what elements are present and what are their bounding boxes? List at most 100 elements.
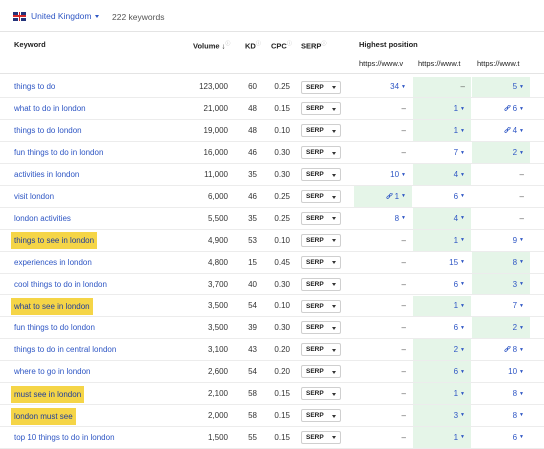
keyword-link[interactable]: cool things to do in london [14,279,107,289]
table-row: what to do in london 21,000 48 0.15 SERP –1 ▼ 6… [0,98,544,121]
position-cell[interactable]: 7 ▼ [472,296,530,317]
position-cell[interactable]: 9 ▼ [472,230,530,251]
position-cell[interactable]: 1 ▼ [354,186,412,207]
keyword-link[interactable]: where to go in london [14,367,91,377]
serp-button[interactable]: SERP [301,255,341,269]
serp-button[interactable]: SERP [301,343,341,357]
position-cell[interactable]: 6 ▼ [413,317,471,338]
keyword-link[interactable]: london activities [14,213,71,223]
position-cell[interactable]: 15 ▼ [413,252,471,273]
url-column-header[interactable]: https://www.t [418,59,461,68]
serp-button[interactable]: SERP [301,80,341,94]
keyword-link[interactable]: visit london [14,191,55,201]
position-cell[interactable]: 6 ▼ [413,186,471,207]
caret-down-icon: ▼ [401,215,406,222]
caret-down-icon [332,436,336,440]
keyword-link[interactable]: things to do [14,82,56,92]
keyword-link[interactable]: activities in london [14,170,80,180]
position-cell[interactable]: 6 ▼ [472,98,530,119]
position-value: – [401,148,406,158]
position-cell[interactable]: 2 ▼ [472,142,530,164]
column-header-highest-position: Highest position [359,40,418,49]
position-cell[interactable]: 2 ▼ [413,339,471,361]
keyword-link[interactable]: top 10 things to do in london [14,432,115,442]
header-divider [0,73,544,74]
column-header-cpc[interactable]: CPCⓘ [271,41,292,51]
serp-label: SERP [306,105,324,113]
position-cell[interactable]: 1 ▼ [413,383,471,404]
position-cell[interactable]: 1 ▼ [413,98,471,120]
position-value: – [401,301,406,311]
url-column-header[interactable]: https://www.v [359,59,404,68]
position-cell[interactable]: 7 ▼ [413,142,471,163]
column-header-kd[interactable]: KDⓘ [245,41,261,51]
position-cell[interactable]: 4 ▼ [472,120,530,141]
serp-label: SERP [306,258,324,266]
serp-button[interactable]: SERP [301,321,341,335]
keyword-link[interactable]: what to see in london [11,298,93,315]
serp-button[interactable]: SERP [301,146,341,160]
position-cell[interactable]: 1 ▼ [413,426,471,448]
position-cell[interactable]: 8 ▼ [472,251,530,273]
position-cell[interactable]: 34 ▼ [354,77,412,98]
keyword-link[interactable]: must see in london [11,385,85,403]
serp-button[interactable]: SERP [301,124,341,138]
position-cell[interactable]: 1 ▼ [413,229,471,251]
position-cell[interactable]: 4 ▼ [413,207,471,229]
caret-down-icon [332,370,336,374]
serp-button[interactable]: SERP [301,277,341,291]
serp-button[interactable]: SERP [301,102,341,116]
position-cell[interactable]: 6 ▼ [472,427,530,448]
column-header-keyword[interactable]: Keyword [14,40,46,49]
caret-down-icon: ▼ [460,346,465,353]
position-cell[interactable]: 10 ▼ [472,361,530,382]
keyword-link[interactable]: london must see [11,407,76,425]
position-cell[interactable]: 8 ▼ [472,383,530,404]
caret-down-icon [332,86,336,89]
position-cell[interactable]: 8 ▼ [354,208,412,229]
position-cell[interactable]: 1 ▼ [413,295,471,317]
position-cell[interactable]: 4 ▼ [413,164,471,185]
serp-button[interactable]: SERP [301,168,341,182]
position-cell[interactable]: 6 ▼ [413,361,471,383]
position-cell[interactable]: 10 ▼ [354,164,412,185]
keyword-link[interactable]: what to do in london [14,104,86,114]
position-cell[interactable]: 6 ▼ [413,274,471,295]
serp-button[interactable]: SERP [301,190,341,203]
serp-button[interactable]: SERP [301,430,341,444]
kd-value: 46 [248,148,257,158]
serp-button[interactable]: SERP [301,233,341,247]
table-row: top 10 things to do in london 1,500 55 0.15… [0,426,544,449]
position-cell[interactable]: 8 ▼ [472,339,530,360]
serp-button[interactable]: SERP [301,365,341,379]
keyword-link[interactable]: experiences in london [14,257,92,267]
table-row: things to do in central london 3,100 43 0.2… [0,339,544,362]
kd-value: 58 [248,389,257,399]
position-cell[interactable]: 8 ▼ [472,405,530,426]
position-cell[interactable]: 5 ▼ [472,76,530,98]
column-header-volume[interactable]: Volume ↓ⓘ [193,41,231,51]
serp-button[interactable]: SERP [301,387,341,401]
column-header-serp[interactable]: SERPⓘ [301,41,327,51]
caret-down-icon: ▼ [460,281,465,288]
caret-down-icon: ▼ [401,83,406,90]
serp-button[interactable]: SERP [301,409,341,422]
position-value: – [401,126,406,136]
keyword-link[interactable]: things to do in central london [14,345,117,355]
caret-down-icon: ▼ [519,127,524,134]
position-cell[interactable]: 2 ▼ [472,317,530,339]
keyword-link[interactable]: fun things to do in london [14,148,104,158]
url-column-header[interactable]: https://www.t [477,59,520,68]
caret-down-icon: ▼ [401,171,406,178]
keyword-link[interactable]: things to do london [14,126,82,136]
position-cell[interactable]: 3 ▼ [472,273,530,295]
serp-button[interactable]: SERP [301,211,341,225]
cpc-value: 0.20 [274,367,290,377]
serp-button[interactable]: SERP [301,299,341,313]
position-value: 1 [453,432,459,442]
position-cell[interactable]: 3 ▼ [413,405,471,426]
keyword-link[interactable]: fun things to do london [14,323,95,333]
country-selector[interactable]: United Kingdom [13,11,100,21]
position-cell[interactable]: 1 ▼ [413,120,471,142]
keyword-link[interactable]: things to see in london [11,232,98,250]
